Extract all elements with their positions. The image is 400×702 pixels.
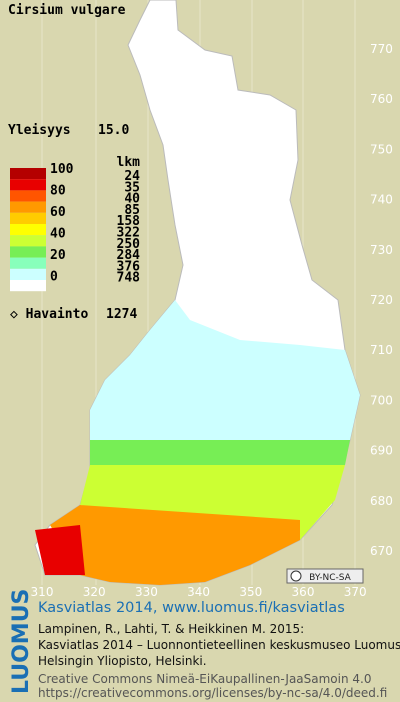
x-label: 340 [187,585,210,599]
y-axis: 770 760 750 740 730 720 710 700 690 680 670 [370,42,393,558]
legend-swatch [10,280,46,292]
citation: Helsingin Yliopisto, Helsinki. [38,654,207,668]
observations-value: 1274 [106,307,137,322]
legend-swatch [10,246,46,258]
title: Cirsium vulgare [8,3,126,18]
legend-level: 0 [50,270,58,285]
frequency-label: Yleisyys [8,123,71,138]
badge-box [286,568,364,584]
x-axis: 310 320 330 340 350 360 370 [31,585,367,599]
legend-swatch [10,268,46,280]
y-label: 680 [370,494,393,508]
legend-swatch [10,190,46,202]
y-label: 700 [370,393,393,407]
legend-swatch [10,179,46,191]
legend-swatch [10,201,46,213]
legend-level: 20 [50,248,66,263]
cc-icon [290,570,302,582]
orange-zone [50,505,300,585]
legend-count: 376 [117,259,141,274]
x-label: 320 [83,585,106,599]
legend-count: 35 [124,180,140,195]
x-label: 350 [239,585,262,599]
count-header: lkm [117,155,141,170]
y-label: 760 [370,92,393,106]
brand: LUOMUS [9,589,34,694]
legend-count: 748 [117,271,141,286]
legend-swatch [10,168,46,180]
y-label: 770 [370,42,393,56]
y-label: 670 [370,544,393,558]
legend-swatch [10,235,46,247]
green-zone [90,440,350,470]
citation: Lampinen, R., Lahti, T. & Heikkinen M. 2… [38,622,305,636]
observations-label: ◇ Havainto [10,307,88,322]
legend-count: 158 [117,214,141,229]
license: Creative Commons Nimeä-EiKaupallinen-Jaa… [38,672,372,686]
legend-level: 80 [50,184,66,199]
y-label: 750 [370,142,393,156]
link[interactable]: Kasviatlas 2014, www.luomus.fi/kasviatla… [38,600,345,616]
legend-count: 40 [124,192,140,207]
y-label: 740 [370,193,393,207]
legend-level: 60 [50,205,66,220]
legend-count: 24 [124,169,140,184]
legend-level: 40 [50,227,66,242]
legend-swatch [10,224,46,236]
x-label: 370 [344,585,367,599]
red-zone [35,525,85,575]
light-zone [90,300,360,440]
x-label: 310 [31,585,54,599]
legend-count: 322 [117,226,140,241]
obs-label: Havainto [26,307,89,322]
badge: BY-NC-SA [309,573,352,583]
legend-level: 100 [50,162,74,177]
y-label: 720 [370,293,393,307]
y-label: 710 [370,343,393,357]
license: https://creativecommons.org/licenses/by-… [38,686,388,700]
y-label: 690 [370,444,393,458]
legend-count: 284 [117,248,141,263]
x-label: 330 [135,585,158,599]
frequency-value: 15.0 [98,123,129,138]
legend-count: 85 [124,203,140,218]
diamond: ◇ [10,307,26,322]
legend-count: 250 [117,237,141,252]
x-label: 360 [292,585,315,599]
legend-swatch [10,212,46,224]
legend-swatch [10,257,46,269]
citation: Kasviatlas 2014 – Luonnontieteellinen ke… [38,638,400,652]
y-label: 730 [370,243,393,257]
